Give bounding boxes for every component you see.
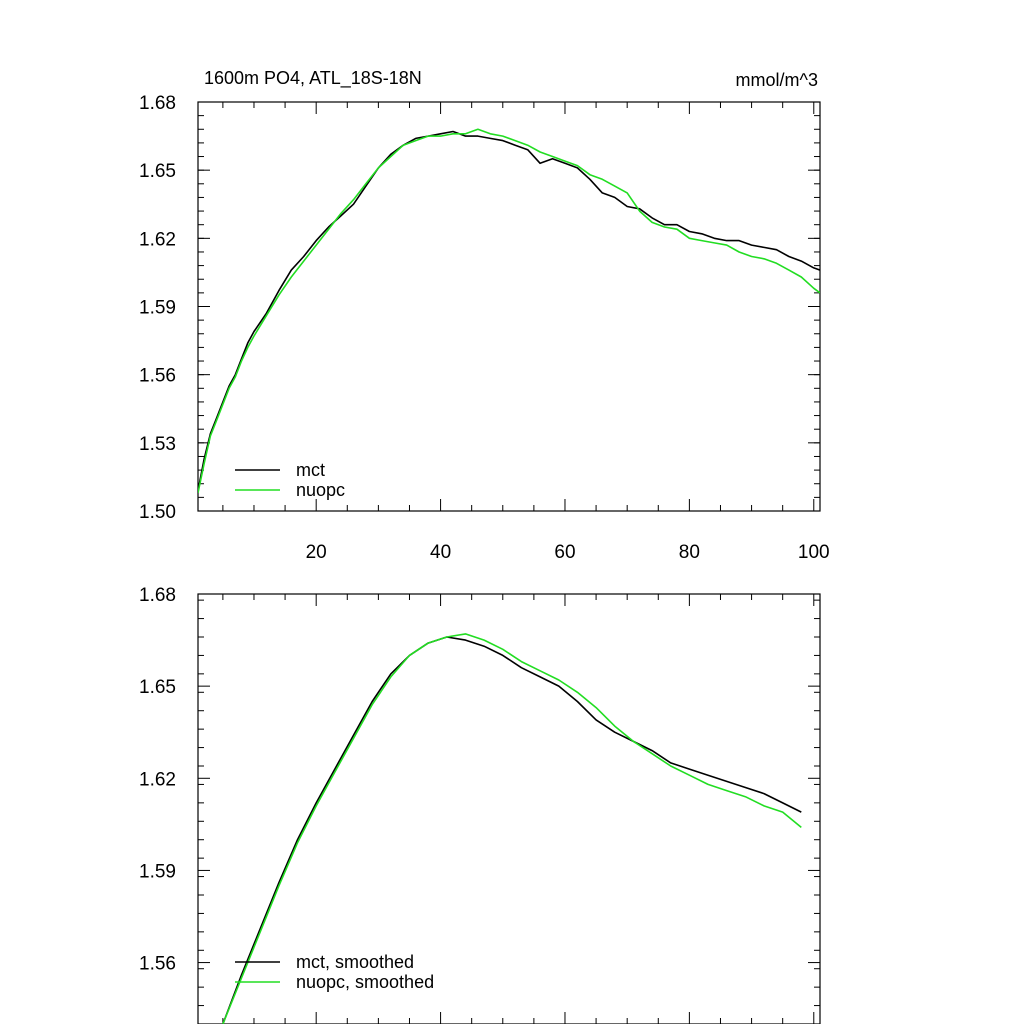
top-ticks bbox=[198, 101, 820, 512]
y-tick-label: 1.68 bbox=[139, 585, 176, 606]
series-line-nuopc-smoothed bbox=[222, 633, 802, 1024]
bottom-y-tick-labels: 1.56 1.59 1.62 1.65 1.68 bbox=[139, 585, 176, 975]
y-tick-label: 1.62 bbox=[139, 229, 176, 250]
y-tick-label: 1.68 bbox=[139, 93, 176, 114]
y-tick-label: 1.59 bbox=[139, 298, 176, 319]
top-y-tick-labels: 1.50 1.53 1.56 1.59 1.62 1.65 1.68 bbox=[139, 93, 176, 523]
bottom-series bbox=[222, 633, 802, 1024]
y-tick-label: 1.65 bbox=[139, 161, 176, 182]
y-tick-label: 1.59 bbox=[139, 861, 176, 882]
legend-label-nuopc: nuopc bbox=[296, 480, 345, 500]
series-line-nuopc bbox=[198, 128, 820, 493]
top-series bbox=[198, 128, 820, 493]
top-x-tick-labels: 20 40 60 80 100 bbox=[306, 542, 830, 563]
y-tick-label: 1.62 bbox=[139, 769, 176, 790]
y-tick-label: 1.53 bbox=[139, 434, 176, 455]
y-tick-label: 1.50 bbox=[139, 502, 176, 523]
bottom-panel: 1.56 1.59 1.62 1.65 1.68 mct, smoothed nuopc… bbox=[139, 585, 821, 1024]
x-tick-label: 40 bbox=[430, 542, 451, 563]
x-tick-label: 60 bbox=[554, 542, 575, 563]
bottom-ticks bbox=[198, 593, 820, 1024]
y-tick-label: 1.56 bbox=[139, 954, 176, 975]
bottom-legend: mct, smoothed nuopc, smoothed bbox=[235, 952, 434, 992]
x-tick-label: 80 bbox=[679, 542, 700, 563]
x-tick-label: 20 bbox=[306, 542, 327, 563]
legend-label-mct-smoothed: mct, smoothed bbox=[296, 952, 414, 972]
top-legend: mct nuopc bbox=[235, 460, 345, 500]
top-plot-frame bbox=[197, 101, 821, 512]
legend-label-nuopc-smoothed: nuopc, smoothed bbox=[296, 972, 434, 992]
top-panel: 1600m PO4, ATL_18S-18N mmol/m^3 1.50 1.53… bbox=[139, 68, 830, 563]
series-line-mct bbox=[198, 130, 820, 491]
y-tick-label: 1.56 bbox=[139, 366, 176, 387]
y-tick-label: 1.65 bbox=[139, 677, 176, 698]
legend-label-mct: mct bbox=[296, 460, 325, 480]
units-label: mmol/m^3 bbox=[736, 70, 818, 90]
series-line-mct-smoothed bbox=[222, 636, 802, 1024]
x-tick-label: 100 bbox=[798, 542, 830, 563]
bottom-plot-frame bbox=[197, 593, 821, 1024]
chart-title: 1600m PO4, ATL_18S-18N bbox=[204, 68, 422, 89]
